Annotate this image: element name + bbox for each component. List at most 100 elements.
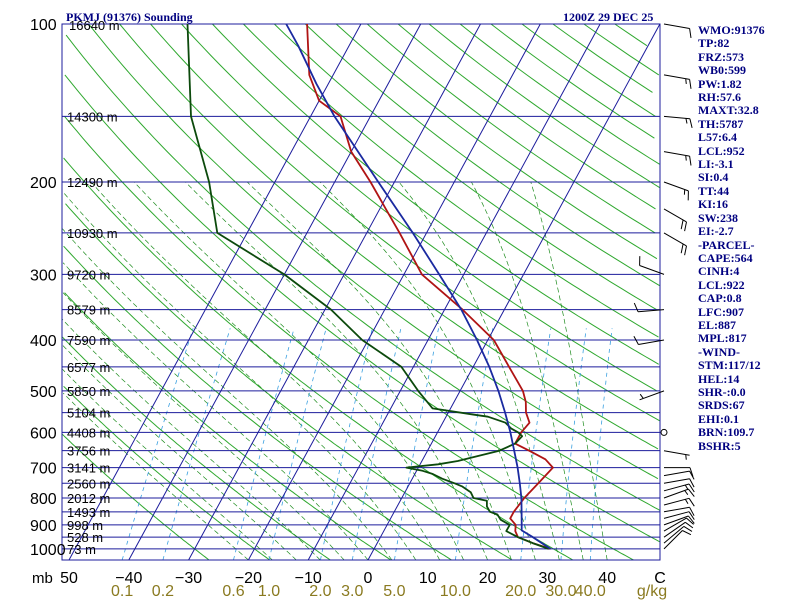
dry-adiabat [397,23,656,210]
pressure-tick-label: 1000 [30,542,66,559]
stat-item: SI:0.4 [698,170,729,185]
pressure-tick-label: 400 [30,333,57,350]
stat-item: TH:5787 [698,116,744,131]
mixing-ratio-label: 3.0 [341,583,363,600]
stat-item: WMO:91376 [698,23,765,37]
mixing-ratio-line [320,328,373,561]
stat-item: LI:-3.1 [698,157,734,172]
height-label: 5104 m [67,406,110,421]
height-label: 528 m [67,530,103,545]
moist-adiabat [62,292,345,561]
isotherm [128,23,422,561]
mixing-ratio-line [351,328,402,561]
moist-adiabat [398,181,560,561]
moist-adiabat [62,392,249,561]
stat-item: PW:1.82 [698,76,742,91]
wind-barb [663,530,692,550]
dry-adiabat [63,385,270,561]
stat-item: -PARCEL- [698,237,755,252]
wind-barb [633,302,665,313]
wind-barbs [633,23,695,550]
mixing-ratio-label: 0.1 [111,583,133,600]
dry-adiabat [273,23,657,311]
mixing-ratio-line [162,328,231,561]
height-label: 16640 m [69,18,120,33]
height-label: 3141 m [67,461,110,476]
dry-adiabat [63,157,574,561]
dry-adiabat [428,23,660,189]
stat-item: EL:887 [698,317,737,332]
mixing-ratio-label: 40.0 [575,583,606,600]
stat-item: CAPE:564 [698,250,753,265]
temperature-tick-label: 20 [479,570,497,587]
dry-adiabat [614,23,648,47]
stat-item: TT:44 [698,183,730,198]
wind-barb [663,208,687,232]
sounding-indices: WMO:91376 TP:82 FRZ:573 WB0:599 PW:1.82 RH:57… [698,23,765,453]
height-label: 12490 m [67,175,118,190]
moist-adiabat [61,318,321,561]
stat-item: HEL:14 [698,371,740,386]
moist-adiabat [90,181,441,561]
dry-adiabat [459,23,660,165]
wind-barb [633,335,665,345]
isotherm [68,23,362,561]
wind-barb [663,74,692,89]
moist-adiabat [319,181,536,561]
height-label: 2560 m [67,476,110,491]
temperature-tick-label: −30 [175,570,202,587]
dry-adiabat [65,203,513,561]
calm-wind-barb [660,428,668,436]
pressure-tick-label: 500 [30,384,57,401]
dry-adiabat [65,34,661,511]
temperature-tick-label: 0 [364,570,373,587]
height-label: 73 m [67,542,96,557]
pressure-tick-label: 300 [30,267,57,284]
parcel-trace [285,23,551,550]
mixing-ratio-label: 5.0 [383,583,405,600]
pressure-tick-label: 700 [30,461,57,478]
isotherm [307,23,601,561]
stat-item: L57:6.4 [698,130,737,145]
moist-adiabat [61,228,393,561]
height-label: 998 m [67,518,103,533]
mixing-ratio-label: 1.0 [258,583,280,600]
dry-adiabat [243,23,659,338]
valid-time: 1200Z 29 DEC 25 [563,10,654,24]
stat-item: MPL:817 [698,331,747,346]
mixing-ratio-line [394,328,439,561]
wind-barb [663,511,695,520]
station-title: PKMJ (91376) Sounding [66,10,193,24]
pressure-unit-label: mb [32,570,53,587]
mixing-ratio-line [520,328,552,561]
height-label: 3756 m [67,444,110,459]
stat-item: SRDS:67 [698,398,745,413]
stat-item: KI:16 [698,197,728,212]
mixing-ratio-unit: g/kg [637,583,667,600]
mixing-ratio-line [268,328,327,561]
wind-barb [663,517,694,532]
dry-adiabat [490,23,655,139]
moist-adiabat [62,345,297,561]
temperature-tick-label: −40 [115,570,142,587]
wind-barb [663,232,687,256]
isotherm [188,23,481,561]
moist-adiabat [246,181,512,561]
stat-item: SHR-:0.0 [698,384,746,399]
temperature-tick-label: −20 [235,570,262,587]
wind-barb [663,115,693,129]
wind-barb [663,450,690,460]
mixing-ratio-label: 10.0 [440,583,471,600]
pressure-tick-label: 100 [30,17,57,34]
pressure-tick-label: 800 [30,491,57,508]
dry-adiabat [150,23,660,422]
temperature-trace [306,23,554,550]
wind-barb [663,23,692,38]
dry-adiabat [335,23,658,260]
temperature-unit-label: C [654,570,666,587]
dry-adiabat [88,23,659,480]
stat-item: SW:238 [698,210,739,225]
wind-barb [663,497,695,507]
